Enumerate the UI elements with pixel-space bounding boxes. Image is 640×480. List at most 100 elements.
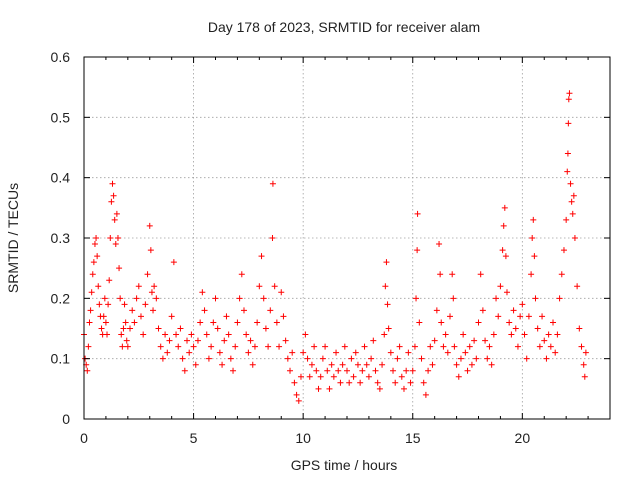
data-point xyxy=(98,325,105,332)
data-point xyxy=(471,337,478,344)
data-point xyxy=(251,343,258,350)
data-point xyxy=(581,373,588,380)
data-point xyxy=(433,307,440,314)
data-point xyxy=(361,343,368,350)
data-point xyxy=(262,325,269,332)
data-point xyxy=(131,319,138,326)
data-point xyxy=(350,373,357,380)
data-point xyxy=(566,90,573,97)
data-point xyxy=(190,343,197,350)
data-point xyxy=(374,379,381,386)
data-point xyxy=(135,283,142,290)
data-point xyxy=(225,331,232,338)
x-tick-label: 15 xyxy=(405,430,421,446)
data-point xyxy=(142,301,149,308)
data-point xyxy=(451,343,458,350)
data-point xyxy=(201,307,208,314)
data-point xyxy=(414,210,421,217)
data-point xyxy=(234,319,241,326)
data-point xyxy=(219,361,226,368)
data-point xyxy=(564,150,571,157)
data-point xyxy=(479,307,486,314)
x-axis-label: GPS time / hours xyxy=(291,457,398,473)
data-point xyxy=(282,337,289,344)
data-point xyxy=(529,235,536,241)
grid-lines xyxy=(84,57,610,419)
data-point xyxy=(101,295,108,302)
data-point xyxy=(413,295,420,302)
data-point xyxy=(333,349,340,356)
data-point xyxy=(247,337,254,344)
y-tick-label: 0.4 xyxy=(51,170,71,186)
data-point xyxy=(530,216,537,223)
data-point xyxy=(203,331,210,338)
data-point xyxy=(503,289,510,296)
data-point xyxy=(354,361,361,368)
data-point xyxy=(392,379,399,386)
data-point xyxy=(210,319,217,326)
data-point xyxy=(346,379,353,386)
data-point xyxy=(137,313,144,320)
data-point xyxy=(550,319,557,326)
data-point xyxy=(208,343,215,350)
data-point xyxy=(91,241,98,248)
data-point xyxy=(304,355,311,362)
data-point xyxy=(475,319,482,326)
data-point xyxy=(105,301,112,308)
data-point xyxy=(87,307,94,314)
data-point xyxy=(146,222,153,229)
data-point xyxy=(317,373,324,380)
data-point xyxy=(227,355,234,362)
data-point xyxy=(372,367,379,374)
data-point xyxy=(541,337,548,344)
data-point xyxy=(111,216,118,223)
data-point xyxy=(536,343,543,350)
data-point xyxy=(118,331,125,338)
data-point xyxy=(437,271,444,278)
data-point xyxy=(477,271,484,278)
data-point xyxy=(344,367,350,374)
data-points xyxy=(81,90,589,404)
data-point xyxy=(113,210,120,217)
data-point xyxy=(416,319,423,326)
data-point xyxy=(464,367,471,374)
data-point xyxy=(582,349,589,356)
data-point xyxy=(291,379,298,386)
data-point xyxy=(567,180,574,187)
data-point xyxy=(523,355,530,362)
data-point xyxy=(157,343,164,350)
data-point xyxy=(381,331,388,338)
data-point xyxy=(116,265,123,272)
data-point xyxy=(322,343,329,350)
data-point xyxy=(302,331,309,338)
data-point xyxy=(245,349,252,356)
data-point xyxy=(119,343,126,350)
data-point xyxy=(117,295,124,302)
x-tick-label: 20 xyxy=(515,430,531,446)
data-point xyxy=(287,367,294,374)
data-point xyxy=(565,96,572,103)
data-point xyxy=(376,385,383,392)
data-point xyxy=(96,301,103,308)
data-point xyxy=(571,235,578,241)
data-point xyxy=(521,331,528,338)
data-point xyxy=(181,367,188,374)
data-point xyxy=(420,379,427,386)
data-point xyxy=(556,295,563,302)
data-point xyxy=(147,247,154,254)
data-point xyxy=(547,343,554,350)
data-point xyxy=(488,361,495,368)
data-point xyxy=(144,271,151,278)
x-tick-label: 5 xyxy=(190,430,198,446)
data-point xyxy=(440,343,447,350)
data-point xyxy=(517,313,524,320)
data-point xyxy=(427,343,434,350)
data-point xyxy=(140,331,147,338)
data-point xyxy=(100,313,107,320)
data-point xyxy=(580,361,587,368)
data-point xyxy=(429,361,436,368)
data-point xyxy=(199,289,206,296)
data-point xyxy=(236,295,243,302)
data-point xyxy=(493,295,500,302)
data-point xyxy=(276,343,283,350)
